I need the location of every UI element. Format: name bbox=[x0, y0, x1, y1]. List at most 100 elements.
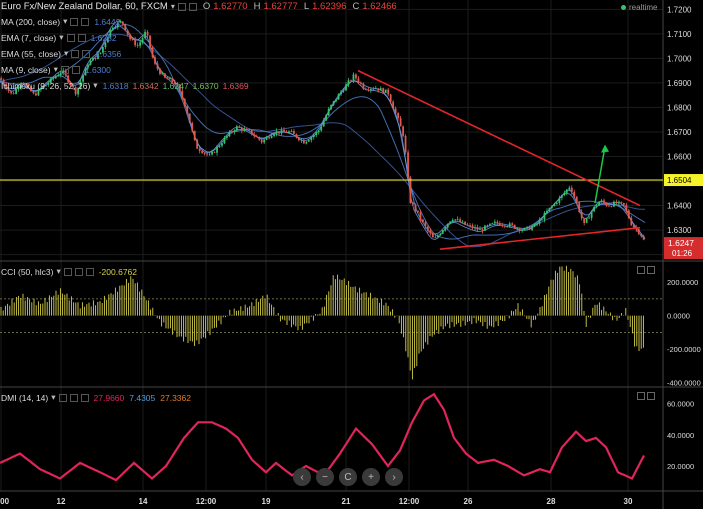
price-tick-label: 1.6300 bbox=[667, 226, 692, 235]
candle-body bbox=[456, 219, 459, 221]
settings-icon[interactable] bbox=[66, 33, 75, 42]
time-tick-label: 28 bbox=[547, 497, 556, 506]
indicator-name[interactable]: MA (9, close) bbox=[1, 64, 51, 75]
candle-body bbox=[114, 27, 117, 28]
candle-body bbox=[273, 133, 275, 137]
candle-body bbox=[159, 68, 161, 75]
settings-icon[interactable] bbox=[70, 17, 79, 26]
indicator-3[interactable]: MA (9, close) ▾ 1.6300 bbox=[1, 64, 111, 75]
candle-body bbox=[330, 104, 333, 109]
dropdown-icon[interactable]: ▾ bbox=[63, 16, 68, 26]
candle-body bbox=[555, 202, 558, 204]
candle-body bbox=[387, 89, 390, 95]
reset-icon[interactable]: C bbox=[339, 468, 357, 486]
candle-body bbox=[42, 86, 45, 89]
candle-body bbox=[563, 192, 566, 196]
settings-icon[interactable] bbox=[71, 49, 80, 58]
indicator-2[interactable]: EMA (55, close) ▾ 1.6356 bbox=[1, 48, 121, 59]
candle-body bbox=[553, 203, 556, 207]
candle-body bbox=[613, 201, 615, 207]
maximize-icon[interactable] bbox=[637, 266, 645, 274]
dropdown-icon[interactable]: ▾ bbox=[170, 2, 175, 11]
cci-legend[interactable]: CCI (50, hlc3) ▾ -200.6762 bbox=[1, 266, 138, 277]
ichimoku-value: 1.6369 bbox=[222, 80, 249, 91]
dmi-name[interactable]: DMI (14, 14) bbox=[1, 392, 49, 403]
candle-body bbox=[595, 205, 598, 207]
price-pane bbox=[0, 19, 663, 251]
candle-body bbox=[573, 192, 576, 197]
candle-body bbox=[144, 31, 146, 39]
dropdown-icon[interactable]: ▾ bbox=[53, 64, 58, 74]
candle-body bbox=[350, 80, 352, 82]
candle-body bbox=[201, 150, 204, 154]
candle-body bbox=[104, 42, 107, 47]
cci-name[interactable]: CCI (50, hlc3) bbox=[1, 266, 54, 277]
time-tick-label: 12:00 bbox=[399, 497, 420, 506]
hide-icon[interactable] bbox=[82, 49, 91, 58]
candle-body bbox=[377, 88, 380, 91]
candle-body bbox=[94, 57, 97, 60]
hide-icon[interactable] bbox=[188, 2, 197, 11]
candle-body bbox=[444, 227, 447, 231]
close-icon[interactable] bbox=[80, 393, 89, 402]
candle-body bbox=[72, 85, 75, 88]
candle-body bbox=[543, 212, 546, 220]
candle-body bbox=[134, 39, 137, 46]
ichimoku-value: 1.6318 bbox=[102, 80, 129, 91]
indicator-1[interactable]: EMA (7, close) ▾ 1.6282 bbox=[1, 32, 117, 43]
candle-body bbox=[136, 45, 139, 46]
close-icon[interactable] bbox=[647, 392, 655, 400]
hide-icon[interactable] bbox=[69, 393, 78, 402]
settings-icon[interactable] bbox=[63, 267, 72, 276]
ichimoku-legend[interactable]: Ichimoku (9, 26, 52, 26) ▾ 1.6318 1.6342 1… bbox=[1, 80, 249, 91]
candle-body bbox=[15, 88, 17, 94]
candle-body bbox=[337, 94, 340, 100]
ichimoku-name[interactable]: Ichimoku (9, 26, 52, 26) bbox=[1, 80, 91, 91]
symbol-title[interactable]: Euro Fx/New Zealand Dollar, 60, FXCM bbox=[1, 1, 168, 12]
candle-body bbox=[364, 88, 367, 90]
candle-body bbox=[288, 131, 290, 133]
candle-body bbox=[548, 207, 551, 211]
indicator-name[interactable]: MA (200, close) bbox=[1, 16, 61, 27]
hide-icon[interactable] bbox=[74, 267, 83, 276]
time-tick-label: 12 bbox=[57, 497, 66, 506]
dmi-legend[interactable]: DMI (14, 14) ▾ 27.9660 7.4305 27.3362 bbox=[1, 392, 191, 403]
zoom-out-icon[interactable]: − bbox=[316, 468, 334, 486]
scroll-right-icon[interactable]: › bbox=[385, 468, 403, 486]
hide-icon[interactable] bbox=[81, 17, 90, 26]
candle-body bbox=[238, 126, 241, 128]
indicator-name[interactable]: EMA (7, close) bbox=[1, 32, 57, 43]
candle-body bbox=[243, 128, 246, 131]
candle-body bbox=[518, 228, 521, 231]
candle-body bbox=[434, 236, 437, 238]
candle-body bbox=[302, 139, 305, 144]
hide-icon[interactable] bbox=[77, 33, 86, 42]
hide-icon[interactable] bbox=[71, 65, 80, 74]
settings-icon[interactable] bbox=[60, 65, 69, 74]
candle-body bbox=[22, 83, 25, 85]
price-tick-label: 1.6400 bbox=[667, 202, 692, 211]
candle-body bbox=[213, 151, 216, 153]
candle-body bbox=[89, 60, 92, 65]
indicator-value: 1.6282 bbox=[90, 32, 117, 43]
candle-body bbox=[523, 228, 526, 231]
ichimoku-value: 1.6342 bbox=[132, 80, 159, 91]
ichimoku-values: 1.6318 1.6342 1.6247 1.6370 1.6369 bbox=[103, 81, 249, 91]
indicator-0[interactable]: MA (200, close) ▾ 1.6442 bbox=[1, 16, 120, 27]
close-icon[interactable] bbox=[85, 267, 94, 276]
indicator-name[interactable]: EMA (55, close) bbox=[1, 48, 61, 59]
settings-icon[interactable] bbox=[58, 393, 67, 402]
candle-body bbox=[531, 226, 533, 230]
dropdown-icon[interactable]: ▾ bbox=[64, 48, 69, 58]
dropdown-icon[interactable]: ▾ bbox=[59, 32, 64, 42]
candle-body bbox=[280, 129, 283, 134]
candle-body bbox=[62, 70, 65, 73]
scroll-left-icon[interactable]: ‹ bbox=[293, 468, 311, 486]
settings-icon[interactable] bbox=[177, 2, 186, 11]
candle-body bbox=[245, 128, 248, 130]
zoom-in-icon[interactable]: + bbox=[362, 468, 380, 486]
maximize-icon[interactable] bbox=[637, 392, 645, 400]
close-icon[interactable] bbox=[647, 266, 655, 274]
candle-body bbox=[615, 201, 618, 204]
